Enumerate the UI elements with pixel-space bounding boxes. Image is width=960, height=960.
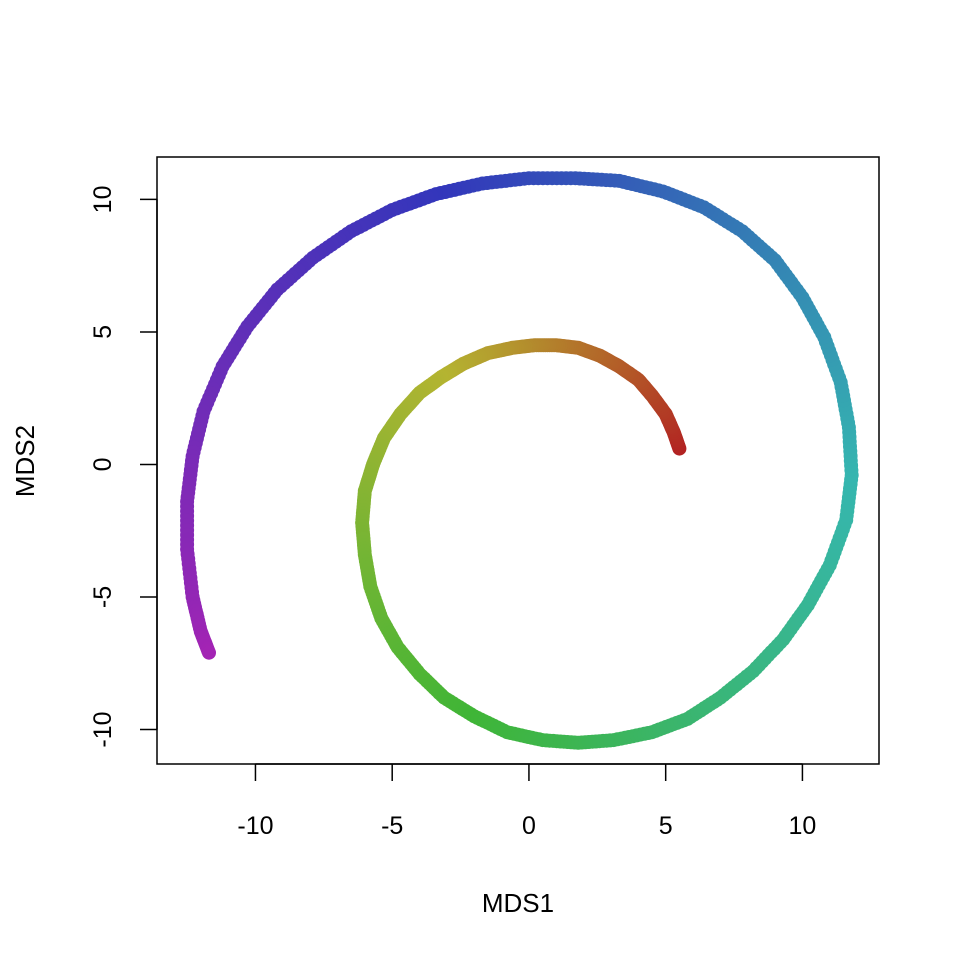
y-tick-label: -10 xyxy=(89,711,117,747)
x-tick-label: 5 xyxy=(659,812,673,840)
y-tick-label: 0 xyxy=(89,458,117,472)
x-tick-label: 0 xyxy=(522,812,536,840)
x-axis-label: MDS1 xyxy=(482,888,554,918)
x-axis: -10 -5 0 5 10 xyxy=(237,763,817,840)
x-tick-label: 10 xyxy=(789,812,817,840)
points-layer xyxy=(180,171,859,750)
y-tick-label: 10 xyxy=(89,186,117,214)
data-point xyxy=(202,645,216,660)
y-tick-label: -5 xyxy=(89,586,117,608)
y-tick-label: 5 xyxy=(89,325,117,339)
y-axis: -10 -5 0 5 10 xyxy=(89,186,158,748)
x-tick-label: -5 xyxy=(381,812,403,840)
y-axis-label: MDS2 xyxy=(10,425,40,497)
x-tick-label: -10 xyxy=(237,812,273,840)
